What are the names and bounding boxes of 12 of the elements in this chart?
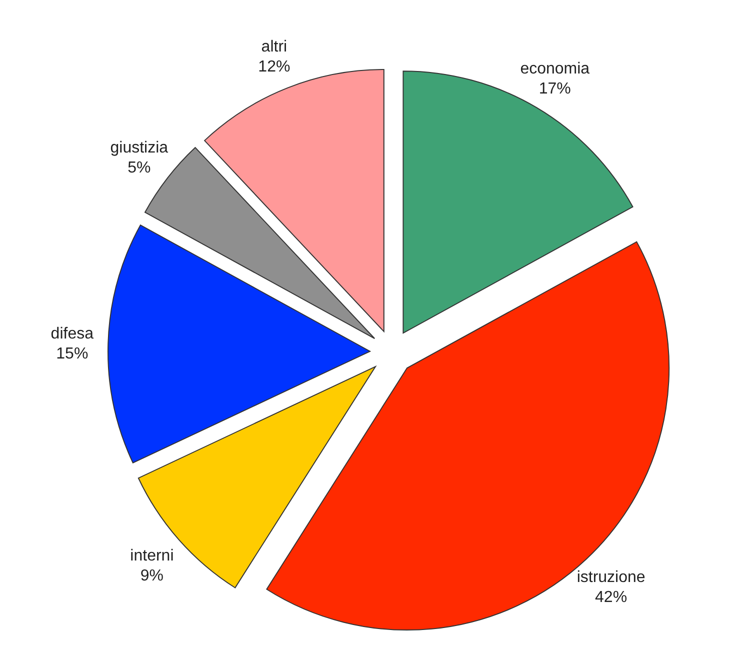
slice-label: difesa — [50, 326, 94, 343]
data-label: 17% — [538, 80, 571, 98]
slice-label: giustizia — [110, 140, 168, 157]
data-label: 9% — [140, 567, 164, 584]
slice-label: economia — [520, 60, 590, 78]
data-label: 42% — [595, 589, 628, 606]
data-label: 12% — [258, 58, 290, 76]
slice-label: altri — [261, 38, 288, 56]
data-label: 15% — [56, 346, 88, 363]
slice-label: interni — [130, 547, 174, 564]
slice-label: istruzione — [576, 569, 646, 586]
data-label: 5% — [128, 160, 151, 177]
